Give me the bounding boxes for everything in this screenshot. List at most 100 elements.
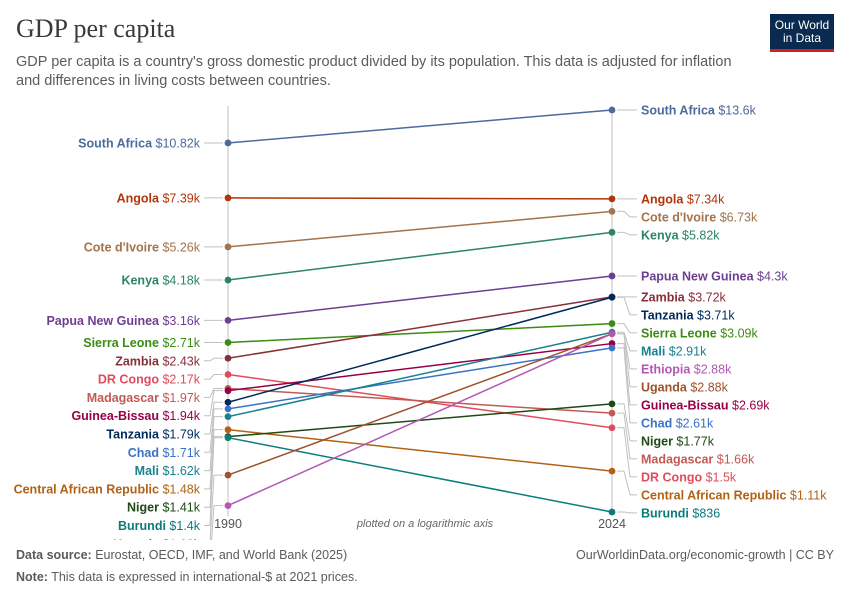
connector-left-dr-congo [204,374,223,380]
point-2024-sierra-leone [608,320,616,327]
chart-title: GDP per capita [16,14,176,43]
chart-subtitle: GDP per capita is a country's gross dome… [16,54,732,89]
left-label-zambia: Zambia $2.43k [115,354,201,368]
right-label-south-africa: South Africa $13.6k [641,104,757,118]
point-1990-cote-d-ivoire [224,243,232,251]
point-2024-papua-new-guinea [608,272,616,280]
right-label-kenya: Kenya $5.82k [641,228,720,242]
point-1990-papua-new-guinea [224,316,232,324]
left-label-chad: Chad $1.71k [128,446,201,460]
left-label-uganda: Uganda $1.08k [113,537,201,540]
connector-left-central-african-republic [204,429,223,490]
series-line-south-africa [227,109,613,144]
connector-left-burundi [204,437,223,526]
series-line-kenya [227,231,613,281]
series-line-angola [227,197,613,200]
left-label-sierra-leone: Sierra Leone $2.71k [83,336,200,350]
series-line-uganda [227,333,613,476]
point-2024-ethiopia [608,330,616,338]
right-label-cote-d-ivoire: Cote d'Ivoire $6.73k [641,210,758,224]
connector-left-guinea-bissau [204,390,223,417]
owid-logo[interactable]: Our World in Data [770,14,834,52]
point-2024-tanzania [608,293,616,301]
connector-left-chad [204,408,223,453]
note-label: Note: [16,570,48,584]
point-2024-kenya [608,228,616,236]
point-1990-chad [224,405,232,413]
note-text: This data is expressed in international-… [51,570,358,584]
connector-right-tanzania [617,296,637,316]
point-1990-dr-congo [224,371,232,378]
left-label-kenya: Kenya $4.18k [121,274,200,288]
point-1990-ethiopia [224,502,232,509]
connector-left-zambia [204,357,223,362]
point-1990-south-africa [224,139,232,147]
point-2024-central-african-republic [608,467,616,475]
right-label-mali: Mali $2.91k [641,344,707,358]
connector-right-central-african-republic [617,470,637,496]
point-2024-niger [608,400,616,408]
left-label-madagascar: Madagascar $1.97k [87,391,201,405]
point-1990-mali [224,413,232,421]
series-line-cote-d-ivoire [227,210,613,248]
point-1990-sierra-leone [224,339,232,346]
connector-left-ethiopia [211,505,223,540]
connector-right-chad [617,347,637,424]
left-label-cote-d-ivoire: Cote d'Ivoire $5.26k [84,240,201,254]
connector-right-niger [617,403,637,442]
series-line-burundi [227,436,613,513]
series-line-tanzania [227,296,613,403]
left-label-south-africa: South Africa $10.82k [78,136,201,150]
series-line-chad [227,347,613,410]
point-2024-madagascar [608,409,616,417]
point-1990-uganda [224,471,232,479]
connector-right-sierra-leone [617,323,637,334]
right-label-tanzania: Tanzania $3.71k [641,308,735,322]
right-label-angola: Angola $7.34k [641,192,725,206]
left-label-guinea-bissau: Guinea-Bissau $1.94k [71,409,200,423]
connector-right-madagascar [617,412,637,460]
point-1990-burundi [224,434,232,442]
series-line-guinea-bissau [227,342,613,392]
point-2024-burundi [608,508,616,516]
point-1990-tanzania [224,398,232,406]
data-source: Data source: Eurostat, OECD, IMF, and Wo… [16,548,347,562]
left-label-central-african-republic: Central African Republic $1.48k [14,482,201,496]
connector-left-mali [204,416,223,472]
point-1990-kenya [224,276,232,284]
right-label-uganda: Uganda $2.88k [641,380,729,394]
series-line-papua-new-guinea [227,275,613,322]
right-label-papua-new-guinea: Papua New Guinea $4.3k [641,269,788,283]
connector-left-uganda [209,474,223,540]
series-line-ethiopia [227,333,613,507]
data-source-text: Eurostat, OECD, IMF, and World Bank (202… [95,548,348,562]
connector-right-dr-congo [617,427,637,478]
point-2024-chad [608,344,616,352]
x-tick-2024: 2024 [598,517,626,531]
left-label-burundi: Burundi $1.4k [118,519,201,533]
point-1990-zambia [224,354,232,362]
left-label-tanzania: Tanzania $1.79k [106,427,200,441]
right-label-burundi: Burundi $836 [641,506,720,520]
point-2024-south-africa [608,106,616,114]
series-line-mali [227,331,613,418]
left-label-niger: Niger $1.41k [127,501,201,515]
connector-right-uganda [617,333,637,388]
point-1990-guinea-bissau [224,387,232,395]
connector-right-cote-d-ivoire [617,210,637,218]
left-label-papua-new-guinea: Papua New Guinea $3.16k [46,314,200,328]
series-line-zambia [227,296,613,359]
right-label-central-african-republic: Central African Republic $1.11k [641,488,827,502]
right-label-dr-congo: DR Congo $1.5k [641,470,737,484]
source-url-link[interactable]: OurWorldinData.org/economic-growth | CC … [576,548,834,562]
point-1990-central-african-republic [224,426,232,434]
right-label-sierra-leone: Sierra Leone $3.09k [641,326,758,340]
point-1990-angola [224,194,232,202]
point-2024-angola [608,195,616,203]
point-2024-dr-congo [608,424,616,432]
connector-right-mali [617,331,637,352]
log-axis-note: plotted on a logarithmic axis [356,518,494,530]
data-source-label: Data source: [16,548,92,562]
point-2024-cote-d-ivoire [608,207,616,215]
left-label-angola: Angola $7.39k [117,191,201,205]
